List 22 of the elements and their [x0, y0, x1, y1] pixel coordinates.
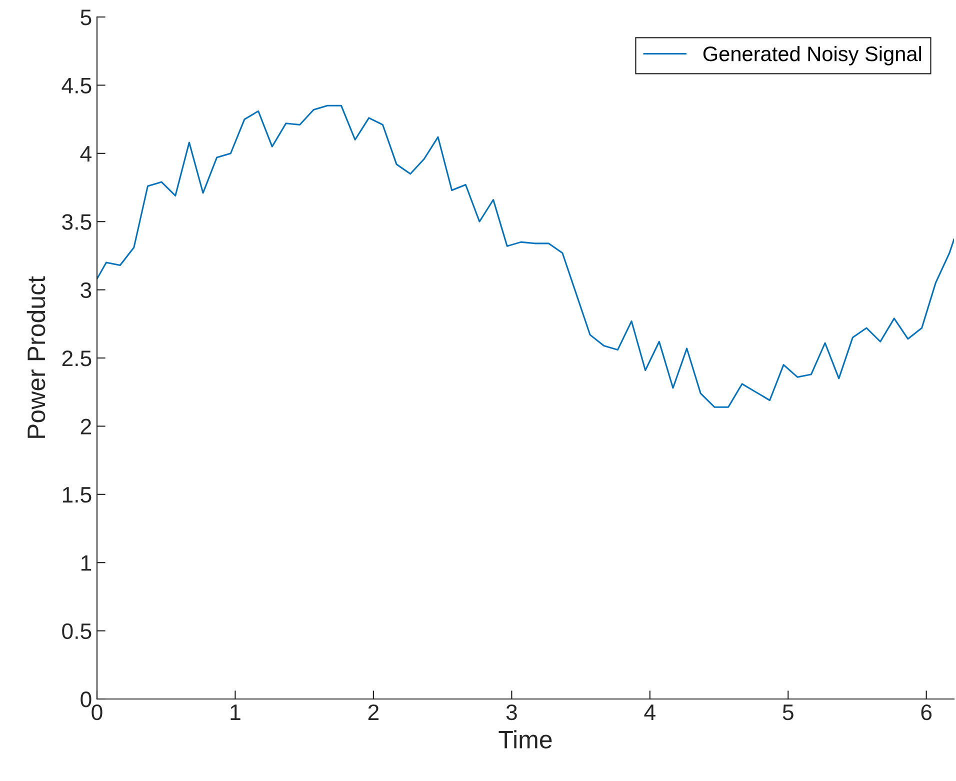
y-tick-label: 3 [80, 282, 92, 298]
x-axis-title: Time [498, 730, 552, 748]
y-tick-label: 1.5 [62, 487, 92, 503]
x-tick-label: 1 [230, 704, 240, 720]
y-tick-label: 2.5 [62, 350, 92, 366]
x-tick-label: 3 [506, 704, 517, 720]
x-tick-label: 2 [368, 704, 379, 720]
y-tick-label: 5 [80, 10, 92, 26]
x-tick-label: 6 [921, 704, 932, 720]
legend-label: Generated Noisy Signal [703, 46, 922, 66]
y-tick-label: 4.5 [62, 78, 92, 94]
y-axis-title: Power Product [26, 276, 46, 438]
y-tick-label: 4 [80, 146, 92, 162]
x-tick-label: 4 [644, 704, 656, 720]
y-tick-label: 2 [80, 418, 92, 434]
x-tick-label: 0 [92, 704, 102, 720]
y-tick-label: 3.5 [62, 214, 92, 230]
y-tick-label: 0.5 [62, 623, 92, 640]
y-tick-label: 0 [80, 692, 92, 708]
line-series [97, 104, 954, 408]
y-tick-label: 1 [81, 555, 92, 571]
x-tick-label: 5 [782, 704, 794, 720]
